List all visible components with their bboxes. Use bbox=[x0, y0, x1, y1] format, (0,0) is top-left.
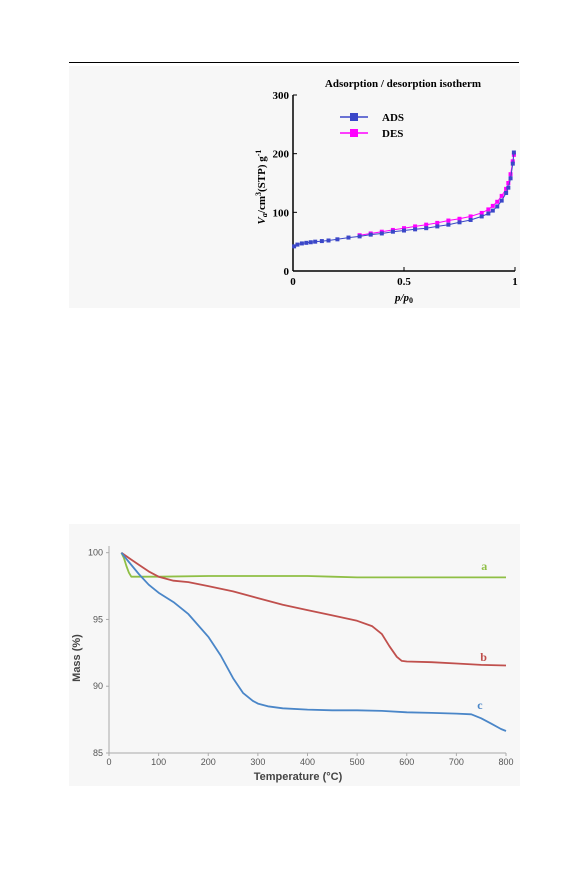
iso-point-des bbox=[506, 181, 511, 185]
tga-x-tick-label: 100 bbox=[151, 757, 166, 767]
iso-point-ads bbox=[335, 237, 340, 242]
tga-figure: 85 90 95 100 0 100 200 300 400 500 600 700 800 a b c T… bbox=[69, 524, 520, 786]
tga-x-tick-label: 300 bbox=[250, 757, 265, 767]
iso-y-tick-label: 300 bbox=[273, 90, 290, 102]
legend-ads-marker bbox=[350, 113, 358, 121]
iso-point-ads bbox=[490, 208, 495, 213]
tga-x-tick-label: 800 bbox=[498, 757, 513, 767]
iso-y-tick-label: 200 bbox=[273, 149, 290, 161]
iso-point-des bbox=[495, 199, 500, 204]
isotherm-figure: Adsorption / desorption isotherm 0 100 200… bbox=[69, 66, 520, 308]
iso-point-ads bbox=[479, 214, 484, 219]
legend-des-marker bbox=[350, 129, 358, 137]
iso-x-tick-label: 0 bbox=[290, 276, 296, 288]
iso-point-des bbox=[468, 214, 473, 219]
iso-point-ads bbox=[508, 176, 513, 181]
tga-curve-label-c: c bbox=[477, 698, 483, 712]
tga-y-tick-label: 100 bbox=[88, 548, 103, 558]
iso-point-des bbox=[486, 207, 491, 212]
iso-point-ads bbox=[295, 242, 300, 247]
tga-x-tick-label: 600 bbox=[399, 757, 414, 767]
iso-point-ads bbox=[486, 211, 491, 216]
iso-point-ads bbox=[495, 204, 500, 209]
iso-point-ads bbox=[368, 232, 373, 237]
iso-point-ads bbox=[304, 240, 309, 245]
tga-x-tick-label: 700 bbox=[449, 757, 464, 767]
iso-axes: 0 100 200 300 0 0.5 1 bbox=[273, 90, 518, 288]
iso-point-ads bbox=[326, 238, 331, 243]
iso-point-des bbox=[479, 210, 484, 215]
iso-point-ads bbox=[506, 185, 511, 190]
iso-point-ads bbox=[357, 234, 362, 239]
tga-x-tick-label: 500 bbox=[350, 757, 365, 767]
tga-x-tick-label: 0 bbox=[106, 757, 111, 767]
isotherm-chart: Adsorption / desorption isotherm 0 100 200… bbox=[254, 78, 518, 305]
iso-point-ads bbox=[499, 198, 504, 203]
tga-curve-c bbox=[120, 552, 507, 732]
iso-point-des bbox=[402, 226, 406, 231]
iso-x-tick-label: 1 bbox=[512, 276, 518, 288]
iso-point-des bbox=[446, 218, 451, 223]
iso-point-des bbox=[435, 220, 440, 225]
iso-point-ads bbox=[511, 150, 516, 155]
iso-point-ads bbox=[402, 228, 406, 233]
tga-curve-b bbox=[120, 551, 507, 667]
tga-y-tick-label: 85 bbox=[93, 748, 103, 758]
iso-point-des bbox=[490, 203, 495, 208]
iso-point-des bbox=[508, 172, 513, 177]
iso-point-des bbox=[424, 222, 429, 227]
iso-point-ads bbox=[390, 229, 395, 234]
iso-series bbox=[292, 150, 516, 249]
tga-y-tick-label: 90 bbox=[93, 681, 103, 691]
tga-axes: 85 90 95 100 0 100 200 300 400 500 600 700 800 bbox=[88, 546, 514, 767]
iso-ylabel: Va/cm3(STP) g-1 bbox=[254, 150, 269, 225]
tga-y-tick-label: 95 bbox=[93, 614, 103, 624]
iso-point-ads bbox=[457, 220, 462, 225]
iso-point-ads bbox=[504, 190, 509, 195]
iso-point-ads bbox=[319, 239, 324, 244]
legend-des-label: DES bbox=[382, 128, 403, 140]
iso-point-ads bbox=[299, 241, 304, 246]
iso-point-des bbox=[457, 216, 462, 221]
iso-point-des bbox=[499, 193, 504, 198]
tga-curve-label-a: a bbox=[481, 559, 487, 573]
iso-point-des bbox=[504, 186, 509, 191]
top-rule bbox=[69, 62, 519, 63]
iso-legend: ADS DES bbox=[340, 112, 404, 140]
tga-xlabel: Temperature (°C) bbox=[254, 771, 343, 783]
iso-x-tick-label: 0.5 bbox=[397, 276, 411, 288]
iso-point-ads bbox=[313, 239, 318, 244]
iso-xlabel: p/p0 bbox=[394, 292, 413, 305]
tga-curve-label-b: b bbox=[480, 650, 487, 664]
iso-point-ads bbox=[435, 224, 440, 229]
iso-point-ads bbox=[292, 244, 297, 249]
iso-point-ads bbox=[308, 240, 313, 245]
iso-point-ads bbox=[379, 231, 384, 236]
legend-ads-label: ADS bbox=[382, 112, 404, 124]
tga-curve-a bbox=[120, 552, 506, 579]
tga-x-tick-label: 200 bbox=[201, 757, 216, 767]
iso-y-tick-label: 100 bbox=[273, 207, 290, 219]
tga-series: a b c bbox=[120, 551, 507, 732]
tga-x-tick-label: 400 bbox=[300, 757, 315, 767]
iso-point-ads bbox=[468, 217, 473, 222]
tga-chart: 85 90 95 100 0 100 200 300 400 500 600 700 800 a b c T… bbox=[71, 546, 514, 783]
iso-point-des bbox=[413, 224, 418, 229]
iso-point-ads bbox=[346, 235, 351, 240]
iso-title: Adsorption / desorption isotherm bbox=[325, 78, 481, 90]
iso-y-tick-label: 0 bbox=[284, 266, 290, 278]
tga-ylabel: Mass (%) bbox=[71, 634, 83, 682]
iso-point-ads bbox=[413, 227, 418, 232]
iso-point-ads bbox=[446, 222, 451, 227]
iso-point-ads bbox=[510, 161, 515, 166]
iso-point-ads bbox=[424, 226, 429, 231]
